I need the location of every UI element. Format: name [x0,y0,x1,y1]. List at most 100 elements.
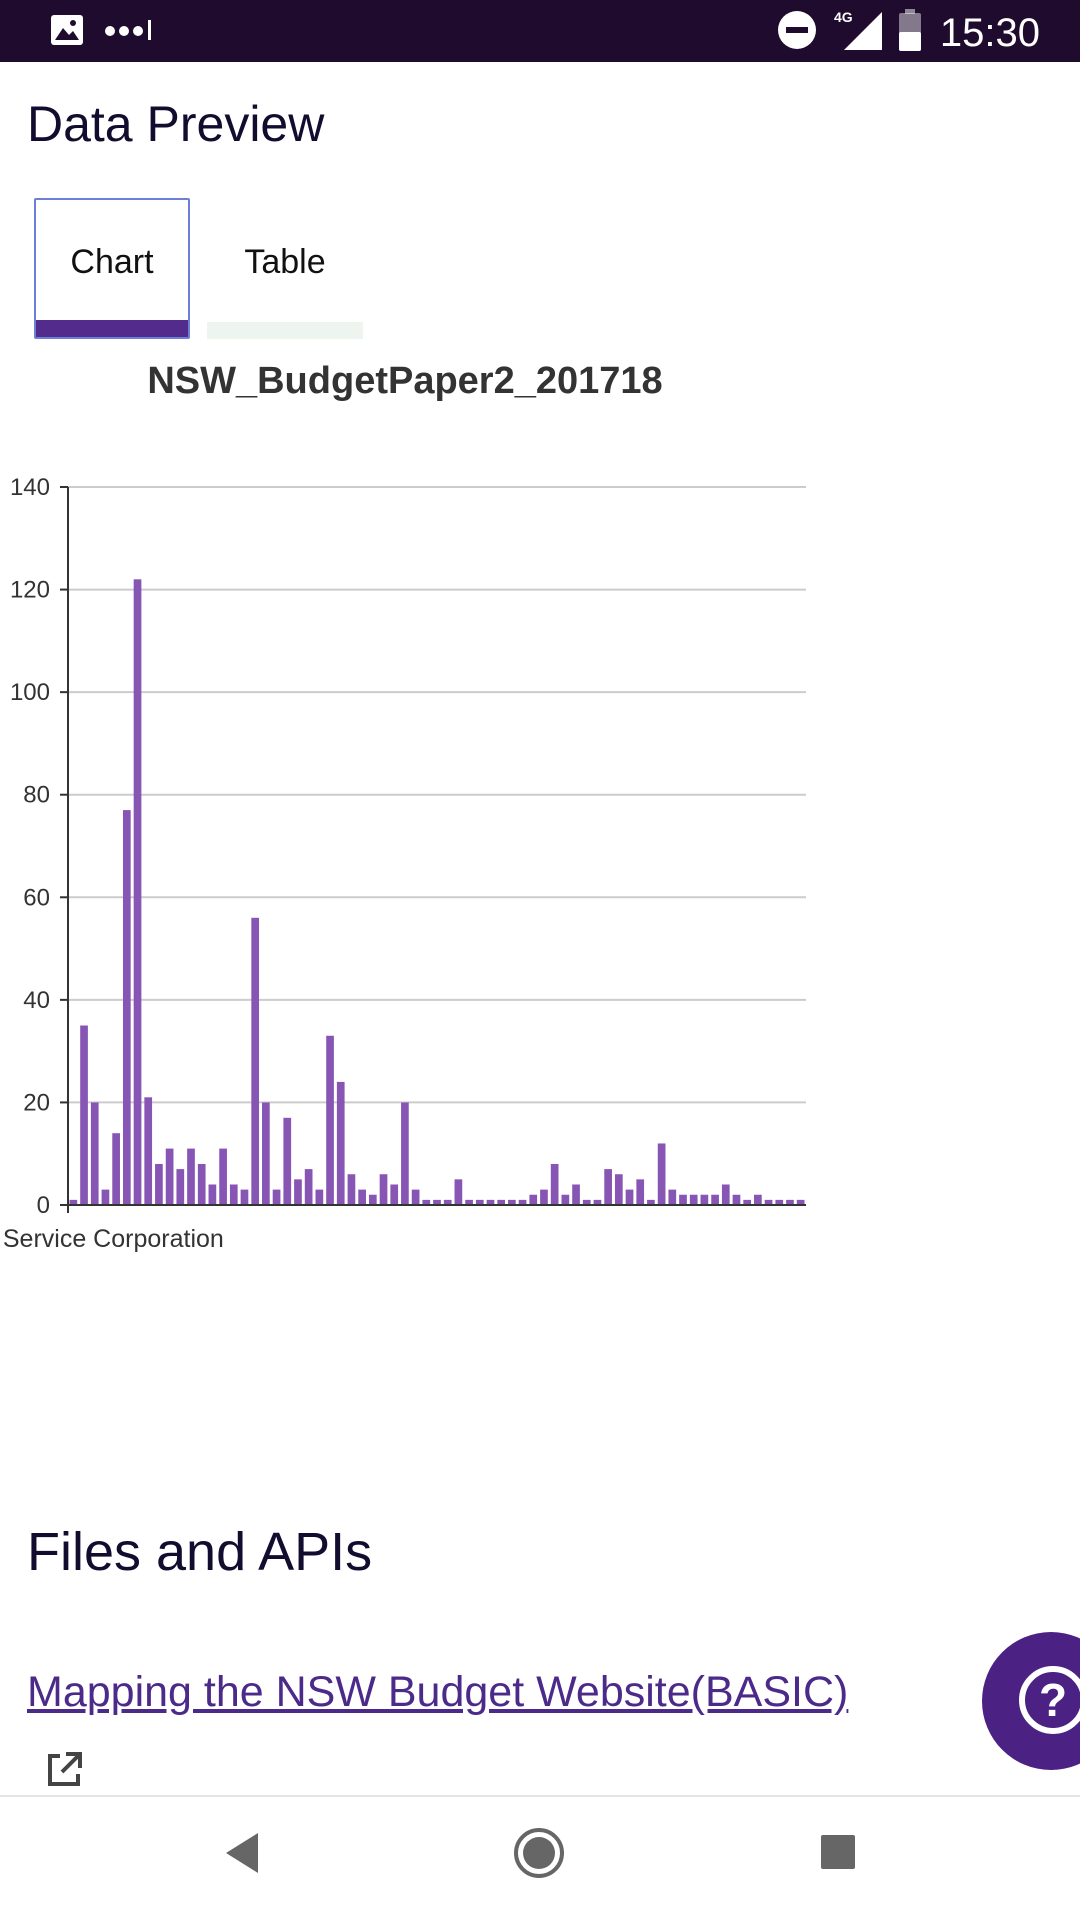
chart-bar[interactable] [240,1189,249,1205]
chart-bar[interactable] [497,1199,506,1205]
chart-bar[interactable] [572,1184,580,1205]
tab-chart[interactable]: Chart [34,198,190,339]
chart-bar[interactable] [614,1174,623,1205]
chart-bar[interactable] [219,1148,227,1205]
chart-bar[interactable] [582,1199,591,1205]
chart-bar[interactable] [197,1163,206,1205]
section-title-files: Files and APIs [27,1522,373,1582]
tab-chart-indicator [36,320,188,337]
chart-bar[interactable] [743,1199,752,1205]
chart-bar[interactable] [229,1184,238,1205]
chart-bar[interactable] [262,1102,270,1205]
chart-bar[interactable] [475,1199,484,1205]
chart-bar[interactable] [465,1199,473,1205]
chart-bar[interactable] [336,1081,345,1205]
chart-bar[interactable] [144,1097,153,1205]
chart-bar[interactable] [358,1189,366,1205]
chart-bar[interactable] [454,1179,463,1205]
chart-bar[interactable] [700,1194,709,1205]
chart-bar[interactable] [315,1189,324,1205]
chart-bar[interactable] [379,1174,388,1205]
chart-bar[interactable] [443,1199,452,1205]
image-icon [50,13,84,52]
chart-bar[interactable] [625,1189,634,1205]
chart-bar[interactable] [647,1199,655,1205]
y-tick-label: 100 [10,679,50,706]
chart-bar[interactable] [732,1194,741,1205]
home-icon[interactable] [513,1827,565,1884]
chart-bar[interactable] [101,1189,110,1205]
chart-bar[interactable] [433,1199,441,1205]
chart-bar[interactable] [689,1194,698,1205]
chart-bars [69,579,805,1206]
recents-icon[interactable] [820,1834,856,1875]
chart-bar[interactable] [283,1117,292,1205]
chart-bar[interactable] [411,1189,420,1205]
chart-bar[interactable] [657,1143,666,1205]
question-mark-icon: ? [1019,1666,1080,1734]
chart-bar[interactable] [294,1179,302,1205]
battery-icon [898,8,922,57]
chart-bar[interactable] [604,1169,612,1205]
chart-bar[interactable] [80,1025,88,1206]
chart-bar[interactable] [550,1163,559,1205]
status-left [50,13,156,52]
chart-bar[interactable] [775,1199,784,1205]
y-axis-ticks: 0 20 40 60 80 100 120 140 [10,474,68,1219]
resource-link[interactable]: Mapping the NSW Budget Website(BASIC) [27,1668,849,1716]
chart-bar[interactable] [165,1148,174,1205]
chart-bar[interactable] [518,1199,527,1205]
external-link-icon[interactable] [44,1750,84,1795]
chart-bar[interactable] [208,1184,217,1205]
chart-bar[interactable] [112,1133,120,1205]
chart-bar[interactable] [796,1199,805,1205]
chart-bar[interactable] [529,1194,538,1205]
chart-bar[interactable] [272,1189,281,1205]
chart-bar[interactable] [390,1184,399,1205]
chart-bar[interactable] [711,1194,719,1205]
chart-bar[interactable] [508,1199,516,1205]
y-tick-label: 120 [10,577,50,604]
chart-bar[interactable] [368,1194,377,1205]
chart-bar[interactable] [593,1199,602,1205]
signal-dots-icon [104,13,156,52]
chart-bar[interactable] [69,1199,78,1205]
status-time: 15:30 [939,10,1040,55]
chart-bar[interactable] [540,1189,548,1205]
chart-bar[interactable] [251,917,260,1205]
chart-bar[interactable] [326,1035,334,1205]
chart-bar[interactable] [401,1102,409,1205]
help-button[interactable]: ? [982,1632,1080,1770]
chart-bar[interactable] [422,1199,431,1205]
y-tick-label: 40 [23,987,50,1014]
chart-bar[interactable] [133,579,142,1205]
y-tick-label: 20 [23,1089,50,1116]
do-not-disturb-icon [776,9,818,56]
x-tick-label: Service Corporation [3,1225,224,1253]
chart-bar[interactable] [721,1184,730,1205]
tab-table[interactable]: Table [207,198,363,339]
chart-bar[interactable] [155,1163,163,1205]
chart-bar[interactable] [304,1169,313,1205]
chart-bar[interactable] [679,1194,687,1205]
chart-bar[interactable] [764,1199,773,1205]
chart-gridlines [68,486,806,1104]
status-right: 4G 15:30 [762,8,1040,57]
navigation-bar [0,1797,1080,1920]
chart-bar[interactable] [176,1169,185,1205]
chart-bar[interactable] [754,1194,762,1205]
chart-bar[interactable] [786,1199,794,1205]
chart-bar[interactable] [187,1148,195,1205]
y-tick-label: 140 [10,474,50,501]
chart-bar[interactable] [122,810,131,1205]
tab-table-label: Table [244,243,326,281]
chart-bar[interactable] [90,1102,99,1205]
nav-divider [0,1795,1080,1797]
back-icon[interactable] [222,1831,262,1880]
chart-bar[interactable] [668,1189,677,1205]
chart-bar[interactable] [347,1174,356,1205]
tab-chart-label: Chart [70,243,154,281]
chart-bar[interactable] [561,1194,570,1205]
chart-bar[interactable] [486,1199,495,1205]
chart-bar[interactable] [636,1179,645,1205]
